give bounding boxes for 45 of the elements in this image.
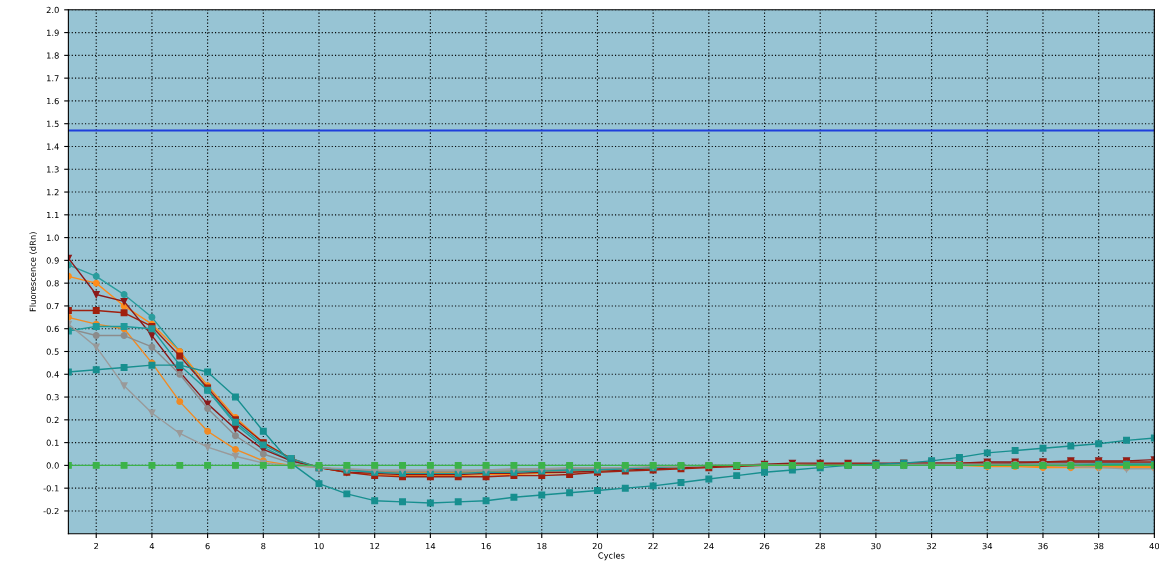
x-tick-label: 20	[592, 542, 603, 550]
x-tick-label: 16	[481, 542, 491, 550]
y-tick-label: 1.9	[47, 29, 59, 36]
y-tick-label: 1.6	[47, 97, 59, 105]
y-tick-label: 1.0	[47, 234, 59, 241]
x-tick-label: 4	[149, 543, 155, 550]
x-tick-label: 18	[537, 542, 547, 550]
y-tick-label: 1.7	[47, 75, 59, 82]
x-tick-label: 12	[370, 542, 380, 550]
y-tick-label: 0.2	[46, 416, 59, 424]
x-axis-title: Cycles	[598, 552, 625, 561]
y-tick-label: 0.4	[46, 371, 59, 378]
y-tick-label: 1.1	[47, 211, 59, 218]
x-tick-label: 6	[205, 542, 210, 550]
x-tick-label: 32	[926, 542, 937, 550]
x-tick-label: 8	[261, 542, 266, 550]
y-tick-label: 0.8	[46, 280, 59, 287]
y-tick-label: -0.2	[43, 507, 59, 515]
y-tick-label: 0.0	[46, 462, 59, 469]
x-tick-label: 24	[704, 542, 714, 550]
x-tick-label: 34	[982, 542, 993, 550]
y-tick-label: 0.7	[46, 302, 59, 310]
x-tick-label: 2	[94, 542, 99, 550]
x-tick-label: 40	[1149, 542, 1159, 550]
y-tick-label: 0.9	[46, 257, 59, 264]
x-tick-label: 22	[648, 542, 658, 550]
x-tick-label: 14	[425, 543, 436, 550]
y-tick-label: 1.2	[47, 189, 59, 196]
y-tick-label: 1.8	[47, 52, 59, 59]
x-tick-label: 26	[759, 542, 770, 550]
x-tick-label: 10	[314, 542, 324, 550]
y-axis-title: Fluorescence (dRn)	[29, 232, 37, 312]
y-tick-label: -0.1	[43, 485, 59, 492]
y-tick-label: 2.0	[46, 6, 59, 14]
x-tick-label: 28	[815, 542, 825, 550]
y-tick-label: 1.3	[47, 166, 59, 173]
y-tick-label: 1.4	[47, 143, 59, 150]
y-tick-label: 0.1	[46, 439, 59, 446]
x-tick-label: 30	[871, 542, 881, 550]
y-tick-label: 0.3	[46, 394, 59, 401]
x-tick-label: 38	[1094, 542, 1104, 550]
x-tick-label: 36	[1038, 542, 1048, 550]
y-tick-label: 0.5	[46, 348, 59, 355]
y-tick-label: 1.5	[47, 120, 59, 127]
y-tick-label: 0.6	[46, 325, 59, 332]
